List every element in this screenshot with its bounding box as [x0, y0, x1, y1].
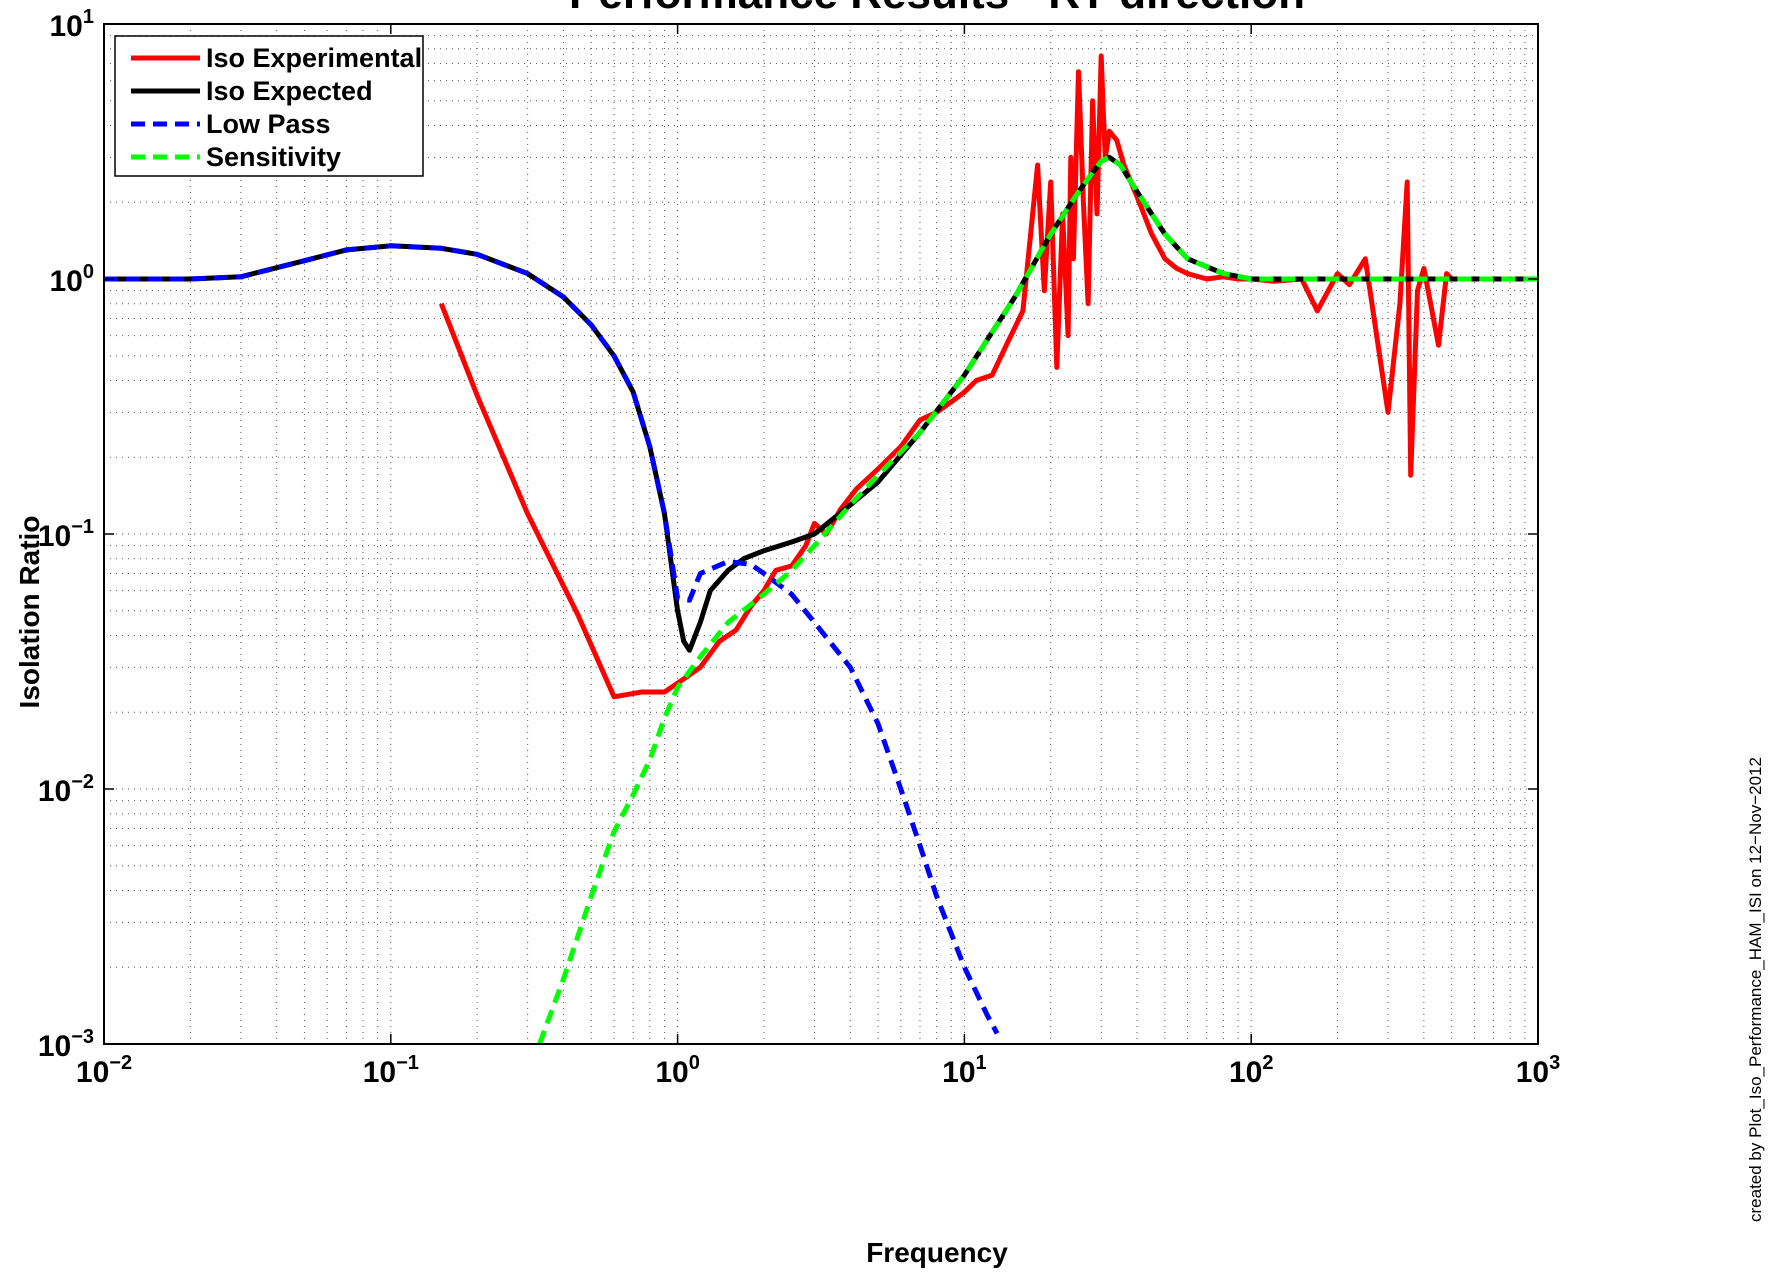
x-tick-label: 103 — [1516, 1052, 1561, 1089]
x-axis-title: Frequency — [866, 1237, 1008, 1268]
y-tick-label: 100 — [50, 261, 95, 298]
y-tick-label: 101 — [50, 6, 95, 43]
x-tick-label: 101 — [942, 1052, 987, 1089]
chart-title: Performance Results - RY direction — [569, 0, 1305, 18]
series-line-sensitivity — [537, 154, 1538, 1044]
series-lines — [104, 53, 1538, 1044]
y-axis-title: Isolation Ratio — [14, 516, 45, 709]
legend-label-iso-expected: Iso Expected — [206, 76, 373, 106]
x-tick-label: 100 — [655, 1052, 700, 1089]
y-tick-label: 10−2 — [38, 771, 94, 808]
legend-item-iso-expected: Iso Expected — [131, 76, 373, 106]
y-tick-label: 10−1 — [38, 516, 94, 553]
credit-annotation: created by Plot_Iso_Performance_HAM_ISI … — [1746, 757, 1765, 1222]
series-line-iso-experimental — [438, 53, 1454, 700]
legend-item-iso-experimental: Iso Experimental — [131, 43, 422, 73]
x-tick-label: 102 — [1229, 1052, 1274, 1089]
legend-item-low-pass: Low Pass — [131, 109, 331, 139]
grid — [104, 24, 1538, 1044]
legend: Iso Experimental Iso Expected Low Pass S… — [114, 35, 424, 177]
legend-label-sensitivity: Sensitivity — [206, 142, 341, 172]
legend-label-low-pass: Low Pass — [206, 109, 331, 139]
legend-label-iso-experimental: Iso Experimental — [206, 43, 422, 73]
y-tick-label: 10−3 — [38, 1026, 94, 1063]
legend-item-sensitivity: Sensitivity — [131, 142, 341, 172]
x-tick-label: 10−1 — [363, 1052, 419, 1089]
x-tick-label: 10−2 — [76, 1052, 132, 1089]
series-line-low-pass — [104, 243, 1000, 1035]
